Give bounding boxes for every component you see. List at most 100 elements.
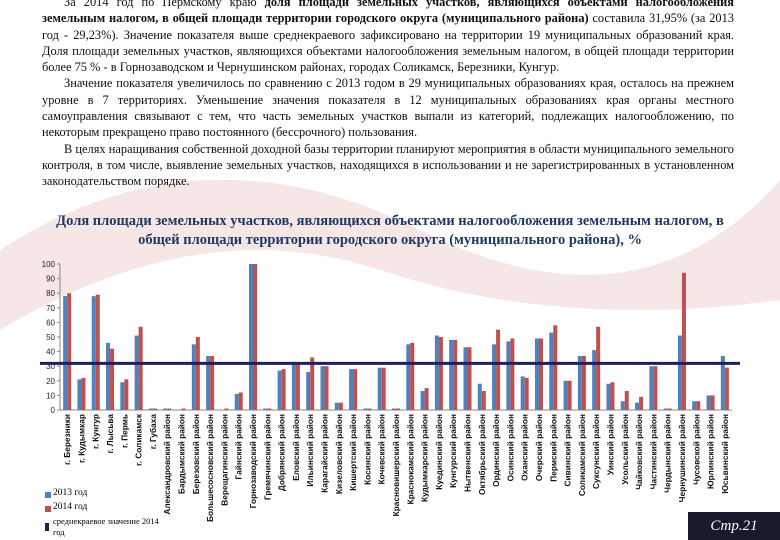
- x-tick-label: Нытвенский район: [462, 414, 472, 492]
- bar: [463, 347, 468, 410]
- bar: [234, 393, 239, 410]
- bar: [148, 408, 153, 410]
- y-tick-label: 60: [46, 318, 55, 327]
- bar: [496, 329, 501, 410]
- y-tick-label: 40: [46, 348, 55, 357]
- x-tick-label: г. Кунгур: [91, 414, 101, 449]
- bar: [420, 391, 425, 410]
- text: За 2014 год по Пермскому краю: [64, 0, 265, 9]
- bar: [667, 408, 672, 410]
- bar: [635, 402, 640, 410]
- bar: [310, 357, 315, 410]
- bar: [210, 355, 215, 410]
- bar: [710, 395, 715, 410]
- bar: [81, 377, 86, 410]
- bar: [91, 296, 96, 410]
- bar: [324, 366, 329, 410]
- x-tick-label: Юсьвинский район: [720, 414, 730, 494]
- x-tick-label: г. Пермь: [119, 414, 129, 448]
- x-tick-label: Красновишерский район: [391, 414, 401, 516]
- bar: [510, 338, 515, 410]
- bar: [391, 408, 396, 410]
- bar: [195, 337, 200, 410]
- bar: [238, 392, 243, 410]
- bar: [206, 355, 211, 410]
- bar: [534, 338, 539, 410]
- x-tick-label: Кизеловский район: [334, 414, 344, 494]
- x-tick-label: Ильинский район: [305, 414, 315, 487]
- x-tick-label: Косинский район: [362, 414, 372, 485]
- x-tick-label: Куединский район: [434, 414, 444, 490]
- x-tick-label: Октябрьский район: [477, 414, 487, 495]
- paragraph: За 2014 год по Пермскому краю доля площа…: [42, 0, 734, 75]
- x-tick-label: г. Соликамск: [134, 413, 144, 466]
- bar: [320, 366, 325, 410]
- x-tick-label: Карагайский район: [320, 414, 330, 493]
- x-tick-label: Большесосновский район: [205, 414, 215, 522]
- bar: [224, 408, 229, 410]
- y-tick-label: 100: [42, 260, 56, 269]
- bar: [438, 337, 443, 410]
- bar: [77, 379, 82, 410]
- bar: [306, 372, 311, 410]
- bar: [249, 264, 254, 410]
- bar: [624, 391, 629, 410]
- bar: [692, 401, 697, 410]
- page-number: Стр.21: [688, 512, 780, 540]
- x-tick-label: Березовский район: [191, 414, 201, 494]
- bar: [538, 338, 543, 410]
- bar: [639, 396, 644, 410]
- x-tick-label: Сивинский район: [563, 414, 573, 486]
- x-tick-label: Чернушинский район: [677, 414, 687, 502]
- bar: [291, 361, 296, 410]
- bar: [377, 367, 382, 410]
- paragraph: В целях наращивания собственной доходной…: [42, 141, 734, 189]
- bar: [506, 341, 511, 410]
- bar: [581, 355, 586, 410]
- x-tick-label: Краснокамский район: [405, 414, 415, 504]
- y-tick-label: 90: [46, 275, 55, 284]
- y-tick-label: 50: [46, 333, 55, 342]
- bar: [263, 408, 268, 410]
- bar: [596, 326, 601, 410]
- y-tick-label: 20: [46, 377, 55, 386]
- x-tick-label: г. Кудымкар: [76, 414, 86, 463]
- x-tick-label: Гайнский район: [234, 414, 244, 479]
- legend-label: 2014 год: [53, 502, 88, 512]
- bar: [553, 325, 558, 410]
- bar: [281, 369, 286, 410]
- bar: [253, 264, 258, 410]
- x-tick-label: Усольский район: [620, 414, 630, 485]
- bar: [181, 408, 186, 410]
- x-tick-label: Александровский район: [162, 414, 172, 515]
- legend-swatch: [45, 523, 49, 531]
- bar: [563, 380, 568, 410]
- bar: [267, 408, 272, 410]
- bar: [467, 347, 472, 410]
- x-tick-label: Гремячинский район: [262, 414, 272, 500]
- bar: [653, 366, 658, 410]
- x-tick-label: Уинский район: [605, 414, 615, 475]
- bar: [434, 335, 439, 410]
- x-tick-label: Очерский район: [534, 414, 544, 481]
- bar: [681, 272, 686, 410]
- bar: [706, 395, 711, 410]
- x-tick-label: Верещагинский район: [219, 414, 229, 506]
- bar: [67, 293, 72, 410]
- bar: [481, 391, 486, 410]
- bar: [134, 335, 139, 410]
- bar: [410, 342, 415, 410]
- bar: [63, 296, 68, 410]
- y-tick-label: 0: [51, 406, 56, 415]
- bar: [349, 369, 354, 410]
- bar: [663, 408, 668, 410]
- bar: [381, 367, 386, 410]
- text: составила 31,95% (за 2013 год - 29,23%).…: [42, 11, 734, 75]
- bar: [606, 383, 611, 410]
- x-tick-label: г. Губаха: [148, 414, 158, 450]
- x-tick-label: Чусовской район: [691, 414, 701, 485]
- x-tick-label: г. Березники: [62, 414, 72, 465]
- x-tick-label: Кунгурский район: [448, 414, 458, 488]
- y-tick-label: 10: [46, 391, 55, 400]
- legend-label: среднекраевое значение 2014 год: [53, 516, 159, 537]
